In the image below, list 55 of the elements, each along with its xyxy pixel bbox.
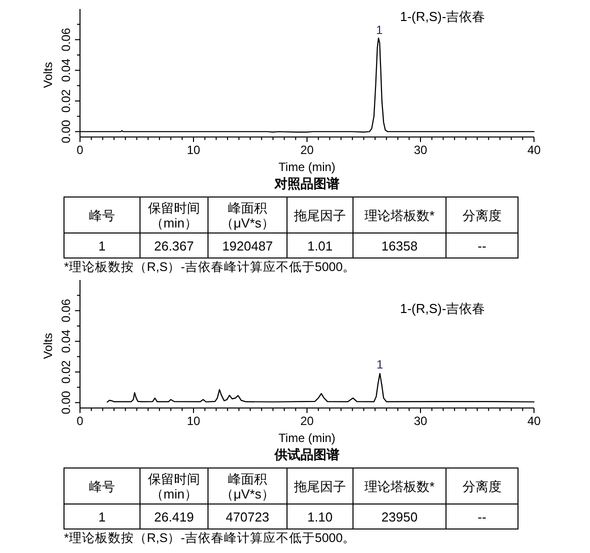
text: 保留时间（min） — [148, 472, 200, 502]
text: -- — [478, 510, 486, 524]
x-tick-label: 10 — [186, 414, 200, 428]
text: 理论塔板数* — [364, 479, 435, 494]
y-tick-label: 0.06 — [59, 28, 73, 52]
x-tick-label: 0 — [76, 143, 84, 157]
y-tick-label: 0.00 — [59, 120, 73, 144]
text: 1 — [98, 510, 106, 524]
annotation: 1 — [376, 358, 384, 372]
x-tick-label: 20 — [300, 414, 314, 428]
line-series — [106, 372, 535, 403]
text: 16358 — [381, 238, 418, 254]
text: 对照品图谱 — [274, 176, 340, 191]
y-tick-label: 0.06 — [59, 298, 73, 322]
y-tick-label: 0.04 — [59, 58, 73, 82]
text: 供试品图谱 — [274, 447, 340, 462]
text: 23950 — [381, 510, 418, 524]
x-tick-label: 10 — [186, 143, 200, 157]
text: -- — [478, 238, 486, 254]
text: 拖尾因子 — [293, 479, 346, 494]
text: 26.419 — [154, 510, 194, 524]
text: 1920487 — [222, 238, 273, 254]
x-tick-label: 30 — [414, 143, 428, 157]
text: 470723 — [226, 510, 270, 524]
text: 1.10 — [307, 510, 333, 524]
annotation: 1 — [376, 23, 383, 38]
y-tick-label: 0.02 — [59, 360, 73, 384]
y-axis-title: Volts — [41, 62, 55, 88]
y-tick-label: 0.04 — [59, 329, 73, 353]
text: *理论板数按（R,S）-吉依春峰计算应不低于5000。 — [64, 259, 356, 274]
text: 峰面积（μV*s） — [220, 472, 274, 502]
text: 26.367 — [154, 238, 194, 254]
text: 峰号 — [89, 479, 115, 494]
annotation: 1-(R,S)-吉依春 — [400, 301, 486, 316]
text: 1 — [98, 238, 106, 254]
text: *理论板数按（R,S）-吉依春峰计算应不低于5000。 — [64, 530, 356, 545]
text: 理论塔板数* — [364, 208, 435, 223]
text: 分离度 — [462, 208, 502, 223]
x-axis-title: Time (min) — [278, 160, 336, 174]
y-tick-label: 0.00 — [59, 390, 73, 414]
text: 1.01 — [307, 238, 333, 254]
y-tick-label: 0.02 — [59, 88, 73, 113]
x-axis-title: Time (min) — [278, 431, 336, 445]
x-tick-label: 20 — [300, 143, 314, 157]
x-tick-label: 40 — [527, 414, 541, 428]
text: 保留时间（min） — [148, 200, 200, 230]
text: 峰号 — [89, 208, 115, 223]
text: 拖尾因子 — [293, 208, 346, 223]
text: 峰面积（μV*s） — [220, 200, 274, 230]
x-tick-label: 30 — [414, 414, 428, 428]
x-tick-label: 40 — [527, 143, 541, 157]
y-axis-title: Volts — [41, 332, 55, 360]
x-tick-label: 0 — [76, 414, 84, 428]
text: 分离度 — [462, 479, 502, 494]
annotation: 1-(R,S)-吉依春 — [400, 9, 486, 24]
